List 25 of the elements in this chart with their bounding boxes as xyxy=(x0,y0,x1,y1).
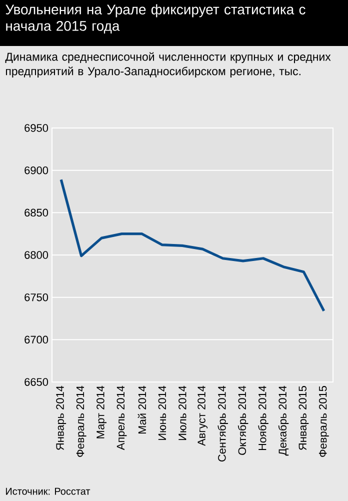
x-tick-label: Февраль 2015 xyxy=(318,386,329,457)
y-tick-label: 6900 xyxy=(24,166,48,174)
y-tick-label: 6950 xyxy=(24,124,48,132)
x-tick-label: Октябрь 2014 xyxy=(238,386,248,455)
x-tick-label: Май 2014 xyxy=(138,386,146,434)
line-series xyxy=(60,178,326,312)
x-tick-label: Июнь 2014 xyxy=(158,386,166,440)
y-tick-label: 6650 xyxy=(24,378,48,386)
chart-title: Увольнения на Урале фиксирует статистика с начала 2015 года xyxy=(6,4,306,34)
chart-subtitle: Динамика среднесписочной численности крупных и средних предприятий в Урало-Западносибирском регионе, тыс. xyxy=(5,52,331,78)
x-tick-label: Февраль 2014 xyxy=(76,386,86,457)
x-tick-label: Ноябрь 2014 xyxy=(258,386,268,450)
y-tick-label: 6800 xyxy=(24,251,48,259)
x-tick-label: Сентябрь 2014 xyxy=(218,386,228,462)
x-tick-label: Январь 2015 xyxy=(298,386,309,450)
x-tick-label: Декабрь 2014 xyxy=(278,386,289,456)
y-tick-label: 6850 xyxy=(24,208,48,217)
x-tick-label: Август 2014 xyxy=(198,386,208,446)
x-tick-label: Январь 2014 xyxy=(56,386,66,450)
x-tick-label: Март 2014 xyxy=(96,386,106,438)
y-tick-label: 6750 xyxy=(24,293,48,302)
y-tick-label: 6700 xyxy=(24,336,48,344)
text: Источник: Росстат xyxy=(6,488,90,495)
x-tick-label: Июль 2014 xyxy=(178,386,186,440)
x-tick-label: Апрель 2014 xyxy=(116,386,127,450)
